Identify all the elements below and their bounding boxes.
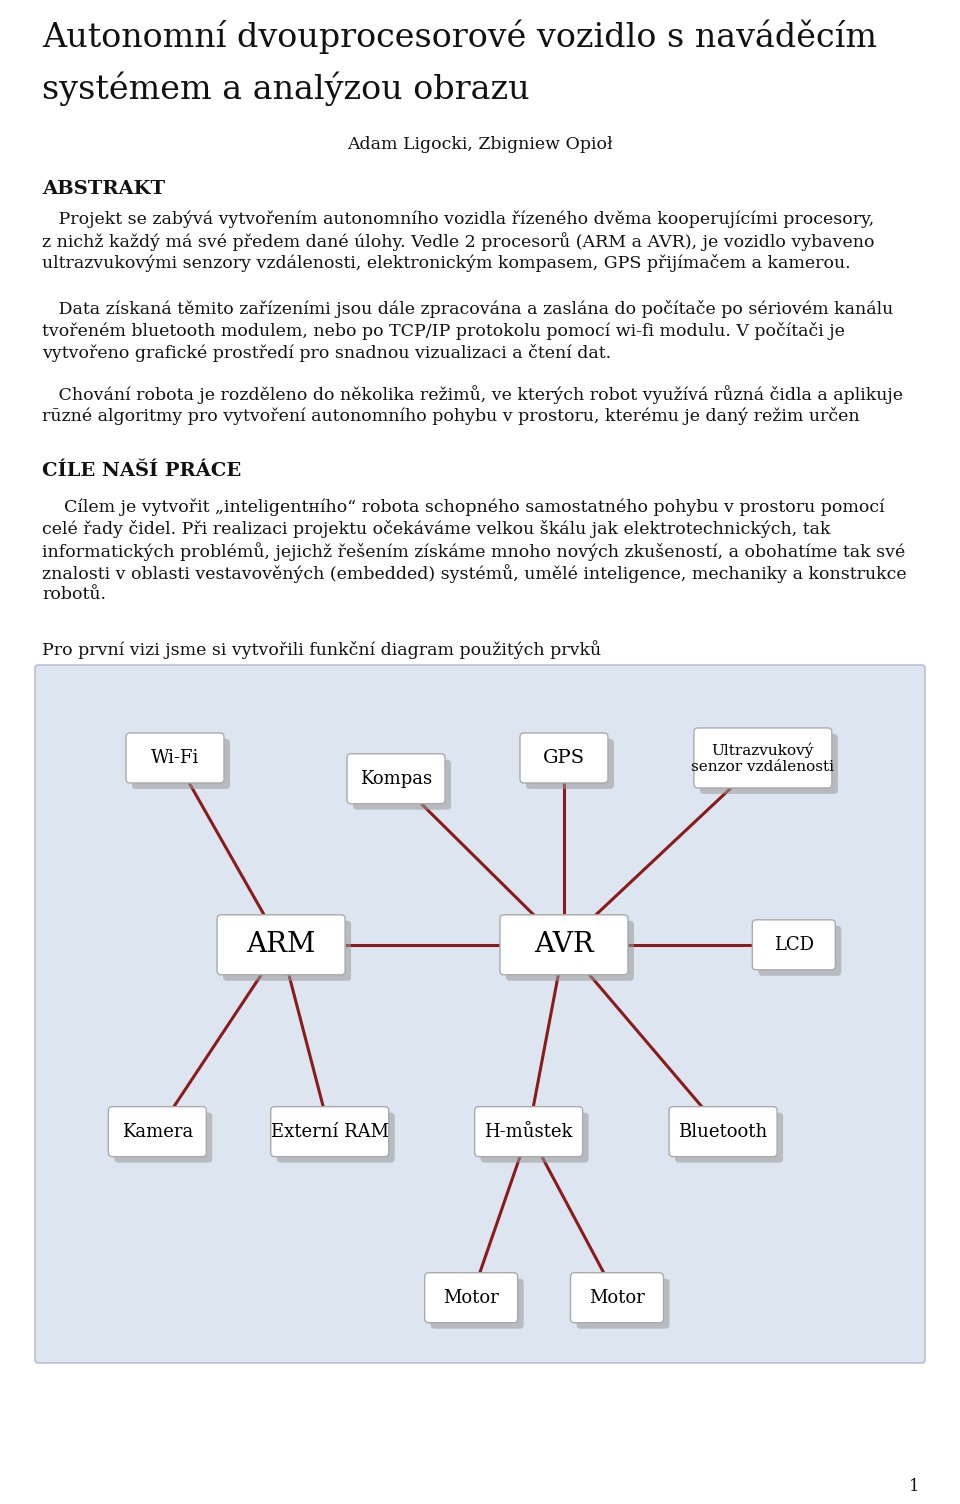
- Text: Projekt se zabývá vytvořením autonomního vozidla řízeného dvěma kooperujícími pr: Projekt se zabývá vytvořením autonomního…: [42, 211, 875, 227]
- FancyBboxPatch shape: [223, 920, 351, 981]
- FancyBboxPatch shape: [108, 1107, 206, 1157]
- FancyBboxPatch shape: [481, 1113, 588, 1163]
- FancyBboxPatch shape: [669, 1107, 777, 1157]
- Text: Cílem je vytvořit „inteligentнího“ robota schopného samostatného pohybu v prosto: Cílem je vytvořit „inteligentнího“ robot…: [42, 498, 884, 516]
- FancyBboxPatch shape: [577, 1278, 669, 1328]
- Text: robotů.: robotů.: [42, 587, 106, 603]
- Text: rūzné algoritmy pro vytvoření autonomního pohybu v prostoru, kterému je daný rež: rūzné algoritmy pro vytvoření autonomníh…: [42, 408, 859, 426]
- Text: Motor: Motor: [444, 1289, 499, 1307]
- FancyBboxPatch shape: [506, 920, 634, 981]
- FancyBboxPatch shape: [474, 1107, 583, 1157]
- Text: Wi-Fi: Wi-Fi: [151, 749, 200, 767]
- FancyBboxPatch shape: [570, 1272, 663, 1322]
- Text: AVR: AVR: [534, 931, 594, 958]
- Text: Chování robota je rozděleno do několika režimů, ve kterých robot využívá různá č: Chování robota je rozděleno do několika …: [42, 385, 903, 405]
- FancyBboxPatch shape: [276, 1113, 395, 1163]
- Text: CÍLE NAŠÍ PRÁCE: CÍLE NAŠÍ PRÁCE: [42, 462, 241, 480]
- FancyBboxPatch shape: [271, 1107, 389, 1157]
- FancyBboxPatch shape: [126, 732, 224, 784]
- Text: Externí RAM: Externí RAM: [271, 1122, 389, 1140]
- FancyBboxPatch shape: [694, 728, 832, 788]
- Text: tvořeném bluetooth modulem, nebo po TCP/IP protokolu pomocí wi-fi modulu. V počí: tvořeném bluetooth modulem, nebo po TCP/…: [42, 322, 845, 340]
- FancyBboxPatch shape: [217, 914, 345, 975]
- Text: ultrazvukovými senzory vzdálenosti, elektronickým kompasem, GPS přijímačem a kam: ultrazvukovými senzory vzdálenosti, elek…: [42, 254, 851, 272]
- Text: Data získaná těmito zařízeními jsou dále zpracována a zaslána do počítače po sér: Data získaná těmito zařízeními jsou dále…: [42, 299, 893, 317]
- Text: systémem a analýzou obrazu: systémem a analýzou obrazu: [42, 72, 530, 107]
- FancyBboxPatch shape: [700, 734, 838, 794]
- FancyBboxPatch shape: [35, 665, 925, 1363]
- Text: z nichž každý má své předem dané úlohy. Vedle 2 procesorů (ARM a AVR), je vozidl: z nichž každý má své předem dané úlohy. …: [42, 232, 875, 251]
- FancyBboxPatch shape: [347, 754, 445, 803]
- FancyBboxPatch shape: [500, 914, 628, 975]
- Text: ABSTRAKT: ABSTRAKT: [42, 180, 165, 199]
- FancyBboxPatch shape: [675, 1113, 783, 1163]
- Text: 1: 1: [909, 1478, 920, 1495]
- FancyBboxPatch shape: [431, 1278, 523, 1328]
- Text: znalosti v oblasti vestavověných (embedded) systémů, umělé inteligence, mechanik: znalosti v oblasti vestavověných (embedd…: [42, 564, 906, 584]
- Text: LCD: LCD: [774, 935, 814, 954]
- Text: Motor: Motor: [589, 1289, 645, 1307]
- Text: GPS: GPS: [543, 749, 585, 767]
- FancyBboxPatch shape: [526, 738, 614, 790]
- Text: vytvořeno grafické prostředí pro snadnou vizualizaci a čtení dat.: vytvořeno grafické prostředí pro snadnou…: [42, 344, 612, 362]
- Text: Ultrazvukový
senzor vzdálenosti: Ultrazvukový senzor vzdálenosti: [691, 741, 834, 775]
- Text: Autonomní dvouprocesorové vozidlo s naváděcím: Autonomní dvouprocesorové vozidlo s navá…: [42, 20, 877, 54]
- FancyBboxPatch shape: [520, 732, 608, 784]
- Text: celé řady čidel. Při realizaci projektu očekáváme velkou škálu jak elektrotechni: celé řady čidel. Při realizaci projektu …: [42, 520, 830, 538]
- Text: Adam Ligocki, Zbigniew Opioł: Adam Ligocki, Zbigniew Opioł: [348, 135, 612, 153]
- FancyBboxPatch shape: [753, 920, 835, 970]
- FancyBboxPatch shape: [758, 926, 841, 976]
- Text: Kompas: Kompas: [360, 770, 432, 788]
- Text: Pro první vizi jsme si vytvořili funkční diagram použitých prvků: Pro první vizi jsme si vytvořili funkční…: [42, 641, 601, 659]
- Text: H-můstek: H-můstek: [485, 1122, 573, 1140]
- Text: Kamera: Kamera: [122, 1122, 193, 1140]
- FancyBboxPatch shape: [424, 1272, 517, 1322]
- FancyBboxPatch shape: [132, 738, 230, 790]
- FancyBboxPatch shape: [353, 760, 451, 809]
- Text: Bluetooth: Bluetooth: [679, 1122, 768, 1140]
- Text: informatických problémů, jejichž řešením získáme mnoho nových zkušeností, a oboh: informatických problémů, jejichž řešením…: [42, 541, 905, 561]
- Text: ARM: ARM: [247, 931, 316, 958]
- FancyBboxPatch shape: [114, 1113, 212, 1163]
